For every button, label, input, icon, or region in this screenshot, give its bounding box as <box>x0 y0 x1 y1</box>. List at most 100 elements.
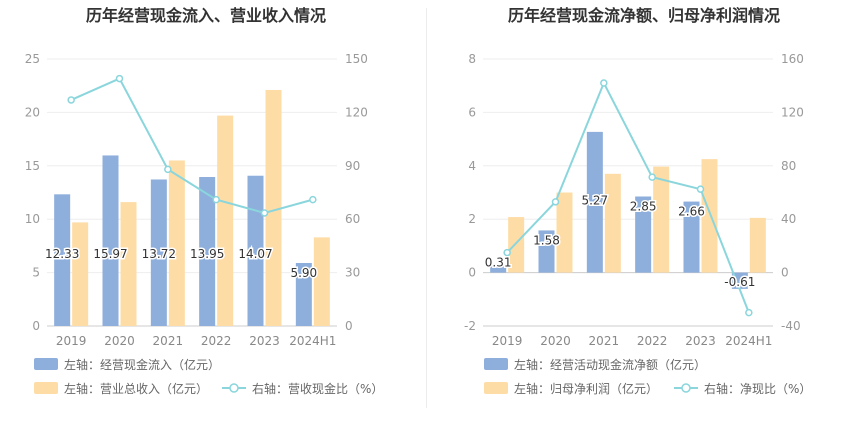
right-axis-tick-label: 160 <box>781 52 804 66</box>
bar-secondary <box>556 192 573 273</box>
bar-secondary <box>72 222 89 326</box>
bar-data-label: 0.31 <box>485 256 512 270</box>
legend-item: 右轴：营收现金比（%） <box>222 381 383 396</box>
chart-2: 历年经营现金流净额、归母净利润情况 -2 0 2 4 6 8 -40 0 40 80 120 160 20… <box>464 6 811 396</box>
legend-item: 左轴：归母净利润（亿元） <box>484 381 658 396</box>
right-axis-tick-label: 90 <box>345 159 360 173</box>
legend-label: 左轴：经营活动现金流净额（亿元） <box>514 357 706 372</box>
chart-title: 历年经营现金流入、营业收入情况 <box>86 6 326 25</box>
ratio-point <box>745 308 753 317</box>
legend-swatch-secondary <box>484 382 508 394</box>
legend-label: 右轴：营收现金比（%） <box>252 381 383 396</box>
right-axis-tick-label: 120 <box>781 105 804 119</box>
ratio-line <box>70 77 314 215</box>
bar-primary <box>683 201 700 273</box>
ratio-point <box>212 195 220 204</box>
ratio-point <box>600 79 608 87</box>
bar-data-label: 13.72 <box>142 247 176 261</box>
bar-secondary <box>265 89 282 326</box>
left-axis-tick-label: 5 <box>32 266 40 280</box>
legend-label: 左轴：经营现金流入（亿元） <box>64 357 220 372</box>
legend-swatch-secondary <box>34 382 58 394</box>
chart-1: 历年经营现金流入、营业收入情况 0 5 10 15 20 25 0 30 60 90 120 150 20… <box>25 6 384 396</box>
right-axis-tick-label: 60 <box>345 212 360 226</box>
ratio-point <box>309 195 317 204</box>
panel-divider <box>426 8 427 408</box>
ratio-point <box>115 74 124 83</box>
ratio-point <box>551 198 560 206</box>
x-axis-tick-label: 2020 <box>104 334 135 348</box>
bar-data-label: 5.27 <box>581 194 608 208</box>
legend-swatch-marker <box>681 383 691 393</box>
chart-title: 历年经营现金流净额、归母净利润情况 <box>508 6 780 25</box>
legend-swatch-marker <box>229 383 239 393</box>
right-axis-tick-label: 30 <box>345 266 360 280</box>
x-axis-tick-label: 2019 <box>492 334 523 348</box>
left-axis-tick-label: -2 <box>464 319 476 333</box>
x-axis-tick-label: 2024H1 <box>289 334 336 348</box>
bar-data-label: 15.97 <box>93 247 127 261</box>
x-axis-tick-label: 2021 <box>153 334 184 348</box>
bar-primary <box>54 194 71 326</box>
x-axis-tick-label: 2023 <box>685 334 716 348</box>
bar-data-label: 2.85 <box>630 200 657 214</box>
ratio-point <box>164 165 172 174</box>
bar-primary <box>635 196 652 273</box>
left-axis-tick-label: 0 <box>32 319 40 333</box>
right-axis-tick-label: 150 <box>345 52 368 66</box>
legend-label: 左轴：营业总收入（亿元） <box>64 381 208 396</box>
bar-primary <box>295 262 312 326</box>
bar-primary <box>731 272 748 289</box>
bar-data-label: 1.58 <box>533 233 560 247</box>
legend-item: 左轴：经营现金流入（亿元） <box>34 357 220 372</box>
ratio-point <box>260 209 269 217</box>
left-axis-tick-label: 2 <box>468 212 476 226</box>
right-axis-tick-label: -40 <box>781 319 801 333</box>
left-axis-tick-label: 6 <box>468 105 476 119</box>
bar-data-label: 2.66 <box>678 205 705 219</box>
x-axis-tick-label: 2023 <box>249 334 280 348</box>
bar-primary <box>150 179 167 326</box>
left-axis-tick-label: 8 <box>468 52 476 66</box>
bar-secondary <box>120 202 137 326</box>
legend-label: 右轴：净现比（%） <box>704 381 811 396</box>
left-axis-tick-label: 25 <box>25 52 40 66</box>
ratio-point <box>696 185 705 193</box>
bar-primary <box>199 177 216 326</box>
bar-secondary <box>217 115 234 326</box>
bar-data-label: 12.33 <box>45 247 79 261</box>
left-axis-tick-label: 15 <box>25 159 40 173</box>
bar-data-label: 13.95 <box>190 247 224 261</box>
bar-secondary <box>749 217 766 273</box>
bar-data-label: 5.90 <box>290 266 317 280</box>
right-axis-tick-label: 40 <box>781 212 796 226</box>
bar-primary <box>538 230 555 273</box>
bar-data-label: 14.07 <box>238 247 272 261</box>
ratio-line <box>506 80 750 314</box>
bar-secondary <box>653 166 670 273</box>
right-axis-tick-label: 80 <box>781 159 796 173</box>
bar-secondary <box>168 160 185 326</box>
ratio-point <box>648 173 656 181</box>
x-axis-tick-label: 2022 <box>201 334 232 348</box>
bar-secondary <box>701 159 718 273</box>
x-axis-tick-label: 2024H1 <box>725 334 772 348</box>
bar-data-label: -0.61 <box>724 275 755 289</box>
x-axis-tick-label: 2022 <box>637 334 668 348</box>
legend-item: 左轴：经营活动现金流净额（亿元） <box>484 357 706 372</box>
legend-swatch-primary <box>34 358 58 370</box>
left-axis-tick-label: 4 <box>468 159 476 173</box>
left-axis-tick-label: 10 <box>25 212 40 226</box>
ratio-point <box>67 96 75 104</box>
bar-secondary <box>508 217 525 273</box>
right-axis-tick-label: 120 <box>345 105 368 119</box>
bar-primary <box>247 175 264 326</box>
bar-primary <box>586 131 603 273</box>
ratio-point <box>503 248 511 257</box>
right-axis-tick-label: 0 <box>345 319 353 333</box>
legend-label: 左轴：归母净利润（亿元） <box>514 381 658 396</box>
legend-item: 左轴：营业总收入（亿元） <box>34 381 208 396</box>
bar-secondary <box>604 173 621 273</box>
